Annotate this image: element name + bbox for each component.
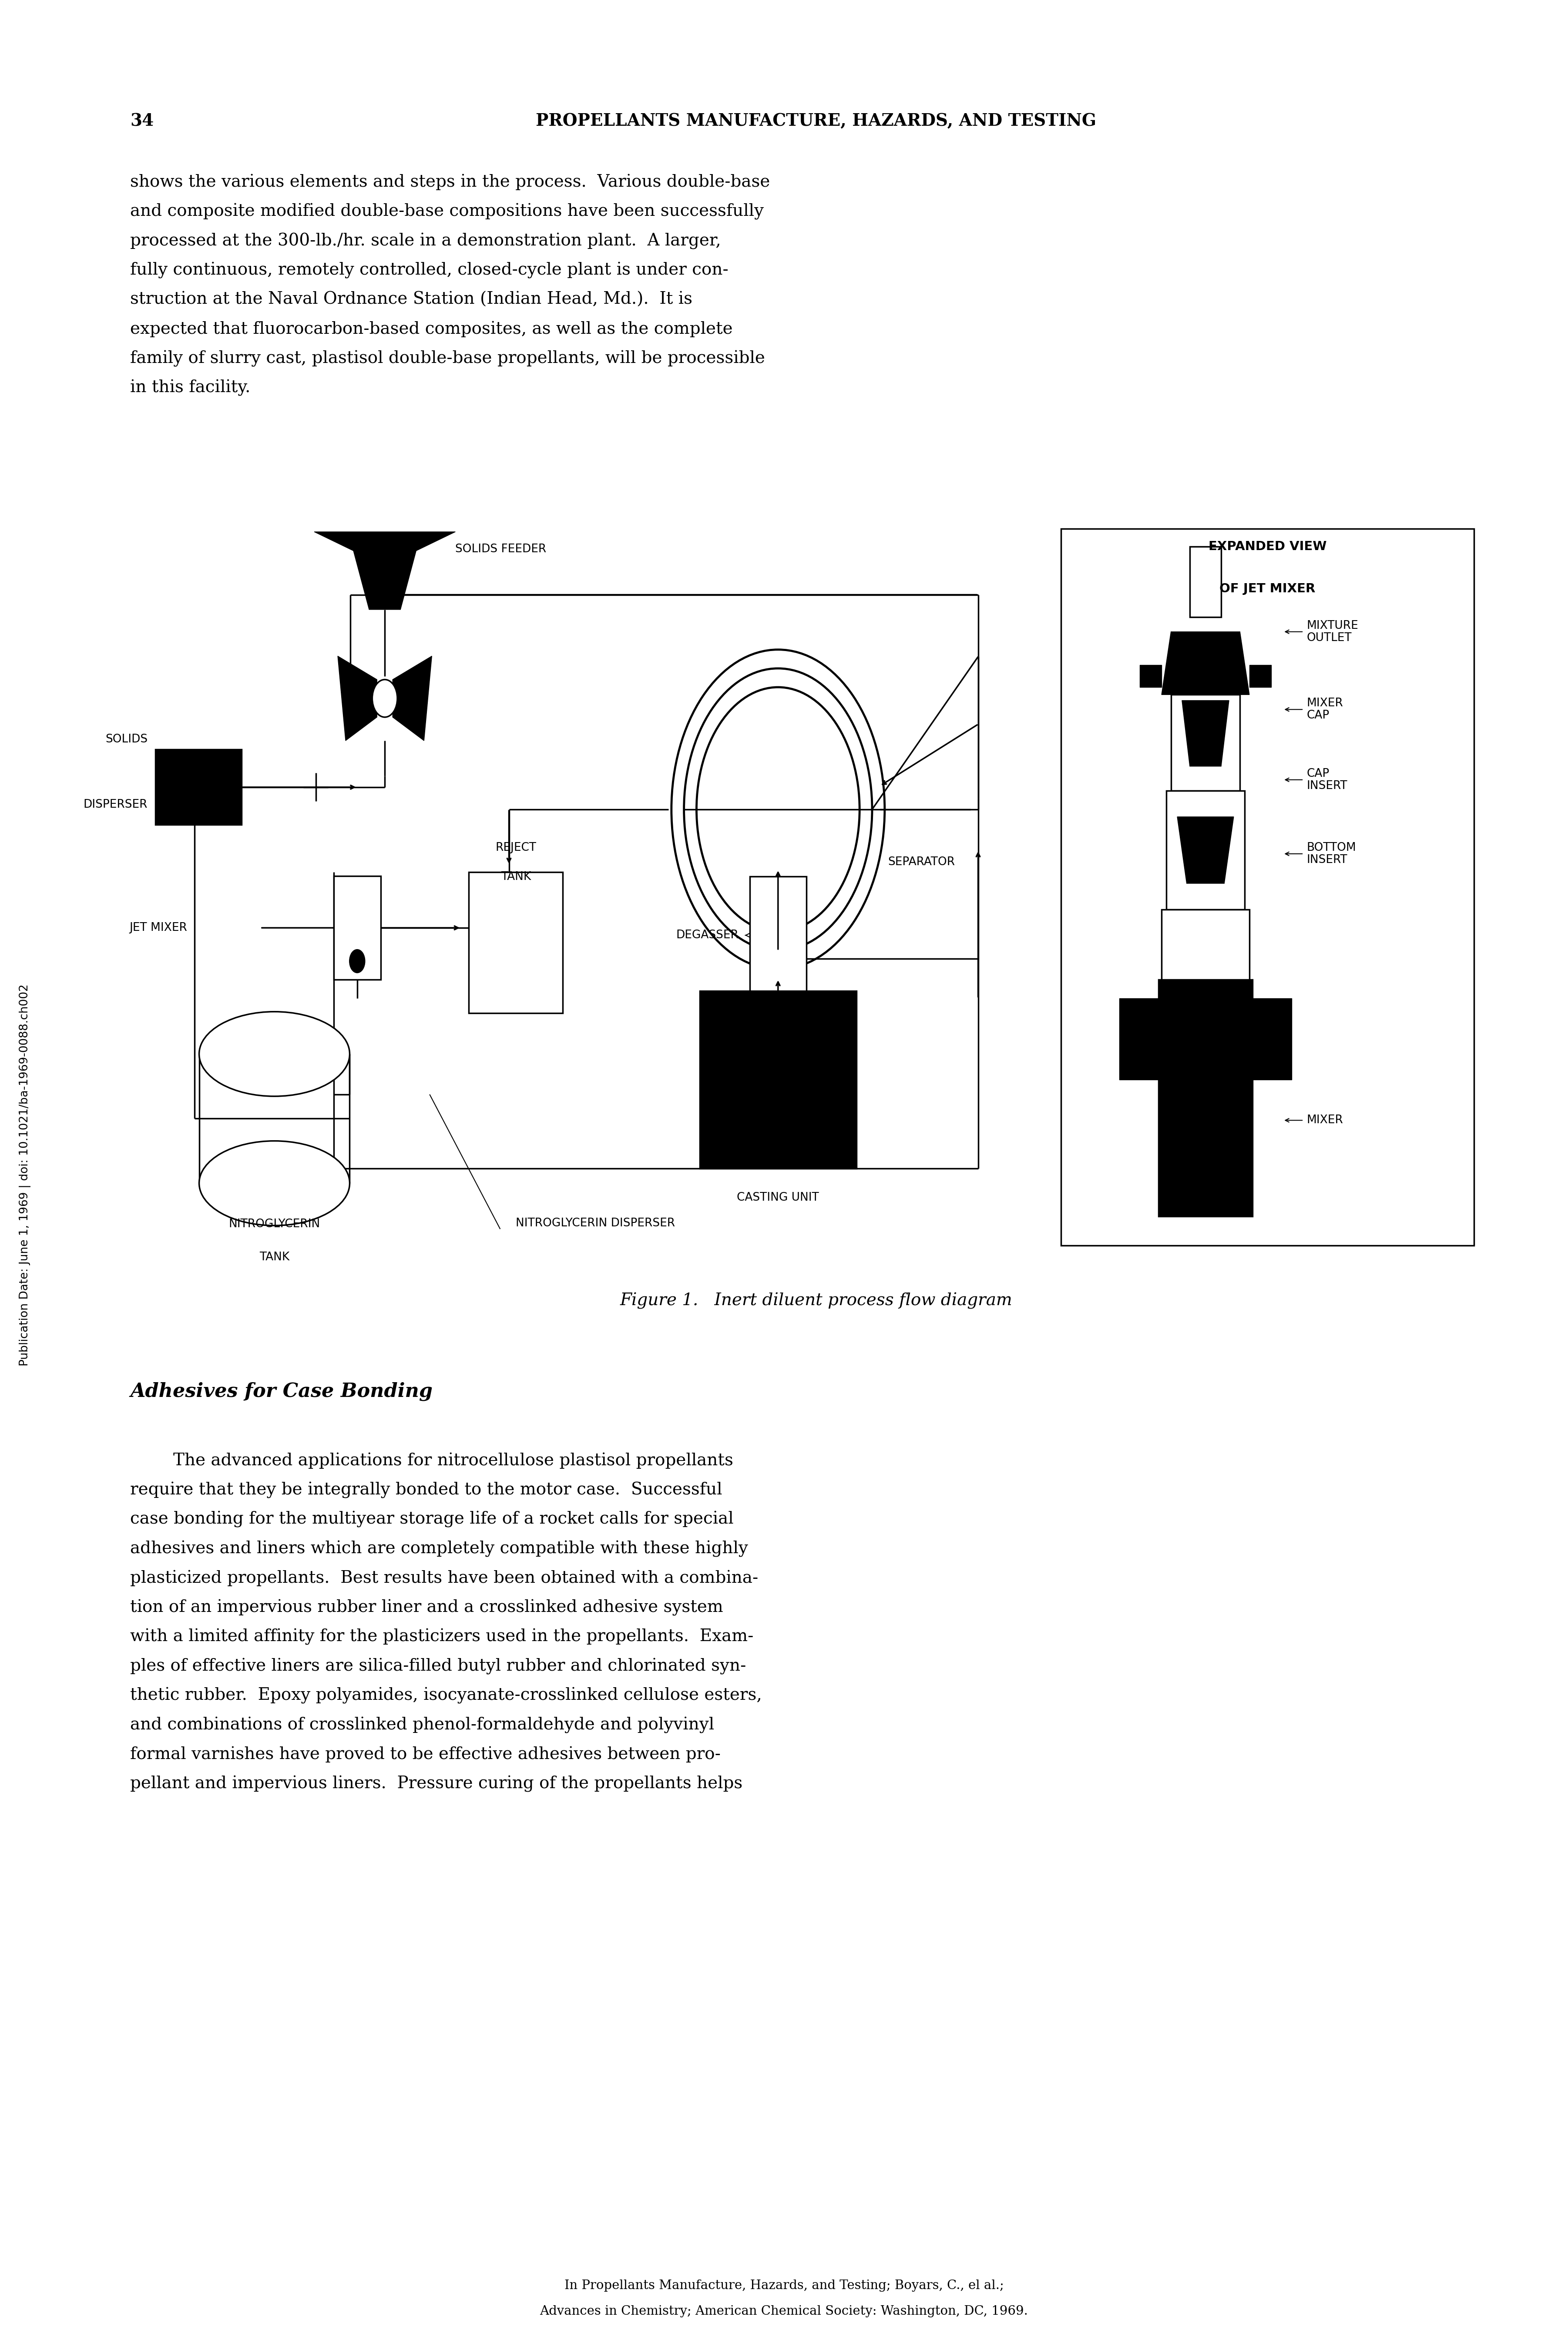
Bar [1167,792,1245,909]
Text: ples of effective liners are silica-filled butyl rubber and chlorinated syn-: ples of effective liners are silica-fill… [130,1659,746,1676]
Text: TANK: TANK [259,1250,290,1262]
Text: expected that fluorocarbon-based composites, as well as the complete: expected that fluorocarbon-based composi… [130,320,732,336]
Text: struction at the Naval Ordnance Station (Indian Head, Md.).  It is: struction at the Naval Ordnance Station … [130,291,693,308]
Bar [1062,529,1474,1246]
Text: SEPARATOR: SEPARATOR [887,855,955,867]
Text: MIXTURE
OUTLET: MIXTURE OUTLET [1306,620,1358,644]
Polygon shape [1253,999,1292,1079]
Text: and combinations of crosslinked phenol-formaldehyde and polyvinyl: and combinations of crosslinked phenol-f… [130,1716,715,1734]
Text: DEGASSER: DEGASSER [676,931,739,940]
Text: Adhesives for Case Bonding: Adhesives for Case Bonding [130,1382,433,1401]
Text: fully continuous, remotely controlled, closed-cycle plant is under con-: fully continuous, remotely controlled, c… [130,261,729,280]
Bar [1171,696,1240,792]
Text: NITROGLYCERIN DISPERSER: NITROGLYCERIN DISPERSER [516,1217,676,1229]
Ellipse shape [199,1010,350,1095]
Polygon shape [1250,665,1272,686]
Text: case bonding for the multiyear storage life of a rocket calls for special: case bonding for the multiyear storage l… [130,1511,734,1528]
Ellipse shape [199,1142,350,1224]
Text: TANK: TANK [500,872,532,884]
Bar [699,992,856,1168]
Text: MIXER
CAP: MIXER CAP [1306,698,1344,721]
Text: Publication Date: June 1, 1969 | doi: 10.1021/ba-1969-0088.ch002: Publication Date: June 1, 1969 | doi: 10… [19,985,31,1365]
Polygon shape [1140,665,1162,686]
Bar [1162,909,1250,980]
Text: shows the various elements and steps in the process.  Various double-base: shows the various elements and steps in … [130,174,770,190]
Bar [1190,548,1221,618]
Text: DISPERSER: DISPERSER [83,799,147,811]
Polygon shape [1178,818,1234,884]
Text: and composite modified double-base compositions have been successfully: and composite modified double-base compo… [130,202,764,221]
Text: In Propellants Manufacture, Hazards, and Testing; Boyars, C., el al.;: In Propellants Manufacture, Hazards, and… [564,2280,1004,2291]
Text: 34: 34 [130,113,154,129]
Text: plasticized propellants.  Best results have been obtained with a combina-: plasticized propellants. Best results ha… [130,1570,759,1586]
Text: CASTING UNIT: CASTING UNIT [737,1191,818,1203]
Text: thetic rubber.  Epoxy polyamides, isocyanate-crosslinked cellulose esters,: thetic rubber. Epoxy polyamides, isocyan… [130,1687,762,1704]
Text: formal varnishes have proved to be effective adhesives between pro-: formal varnishes have proved to be effec… [130,1746,721,1762]
Text: family of slurry cast, plastisol double-base propellants, will be processible: family of slurry cast, plastisol double-… [130,350,765,367]
Bar [469,872,563,1013]
Circle shape [350,949,365,973]
Text: with a limited affinity for the plasticizers used in the propellants.  Exam-: with a limited affinity for the plastici… [130,1629,754,1645]
Text: require that they be integrally bonded to the motor case.  Successful: require that they be integrally bonded t… [130,1483,723,1499]
Bar [750,877,806,1006]
Text: pellant and impervious liners.  Pressure curing of the propellants helps: pellant and impervious liners. Pressure … [130,1777,743,1793]
Text: NITROGLYCERIN: NITROGLYCERIN [229,1217,320,1229]
Text: BOTTOM
INSERT: BOTTOM INSERT [1306,841,1356,865]
Polygon shape [353,550,416,609]
Polygon shape [1162,632,1250,696]
Polygon shape [1182,700,1229,766]
Text: SOLIDS: SOLIDS [105,733,147,745]
Text: processed at the 300-lb./hr. scale in a demonstration plant.  A larger,: processed at the 300-lb./hr. scale in a … [130,233,721,249]
Text: The advanced applications for nitrocellulose plastisol propellants: The advanced applications for nitrocellu… [130,1452,734,1469]
Text: CAP
INSERT: CAP INSERT [1306,768,1347,792]
Text: OF JET MIXER: OF JET MIXER [1220,583,1316,595]
Text: REJECT: REJECT [495,841,536,853]
Text: SOLIDS FEEDER: SOLIDS FEEDER [455,543,546,555]
Text: JET MIXER: JET MIXER [130,921,187,933]
Text: MIXER: MIXER [1306,1114,1344,1126]
Polygon shape [392,656,431,740]
Bar [1159,980,1253,1217]
Polygon shape [314,531,455,550]
Circle shape [372,679,397,717]
Text: PROPELLANTS MANUFACTURE, HAZARDS, AND TESTING: PROPELLANTS MANUFACTURE, HAZARDS, AND TE… [536,113,1096,129]
Text: tion of an impervious rubber liner and a crosslinked adhesive system: tion of an impervious rubber liner and a… [130,1600,723,1617]
Text: Figure 1.   Inert diluent process flow diagram: Figure 1. Inert diluent process flow dia… [619,1293,1013,1309]
Bar [155,750,241,825]
Bar [334,877,381,980]
Text: EXPANDED VIEW: EXPANDED VIEW [1209,540,1327,552]
Text: adhesives and liners which are completely compatible with these highly: adhesives and liners which are completel… [130,1542,748,1558]
Text: in this facility.: in this facility. [130,378,251,397]
Polygon shape [1120,999,1159,1079]
Polygon shape [337,656,376,740]
Text: Advances in Chemistry; American Chemical Society: Washington, DC, 1969.: Advances in Chemistry; American Chemical… [539,2305,1029,2317]
